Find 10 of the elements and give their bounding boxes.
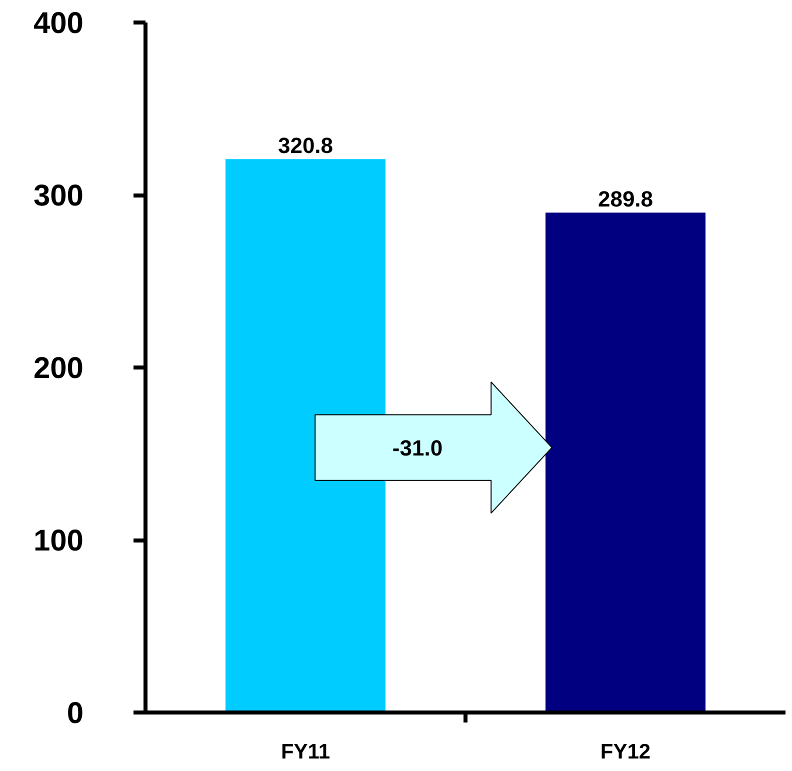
y-tick-label: 200 [33, 352, 84, 385]
annotation: -31.0 [392, 436, 443, 461]
x-tick-label: FY11 [280, 740, 330, 764]
y-tick-label: 100 [33, 524, 84, 558]
y-tick-label: 0 [66, 697, 84, 730]
x-tick-label: FY12 [600, 740, 651, 764]
y-tick-label: 400 [33, 7, 84, 40]
data-label: 289.8 [598, 186, 654, 212]
data-label: 320.8 [278, 133, 334, 158]
y-tick-label: 300 [33, 180, 84, 212]
